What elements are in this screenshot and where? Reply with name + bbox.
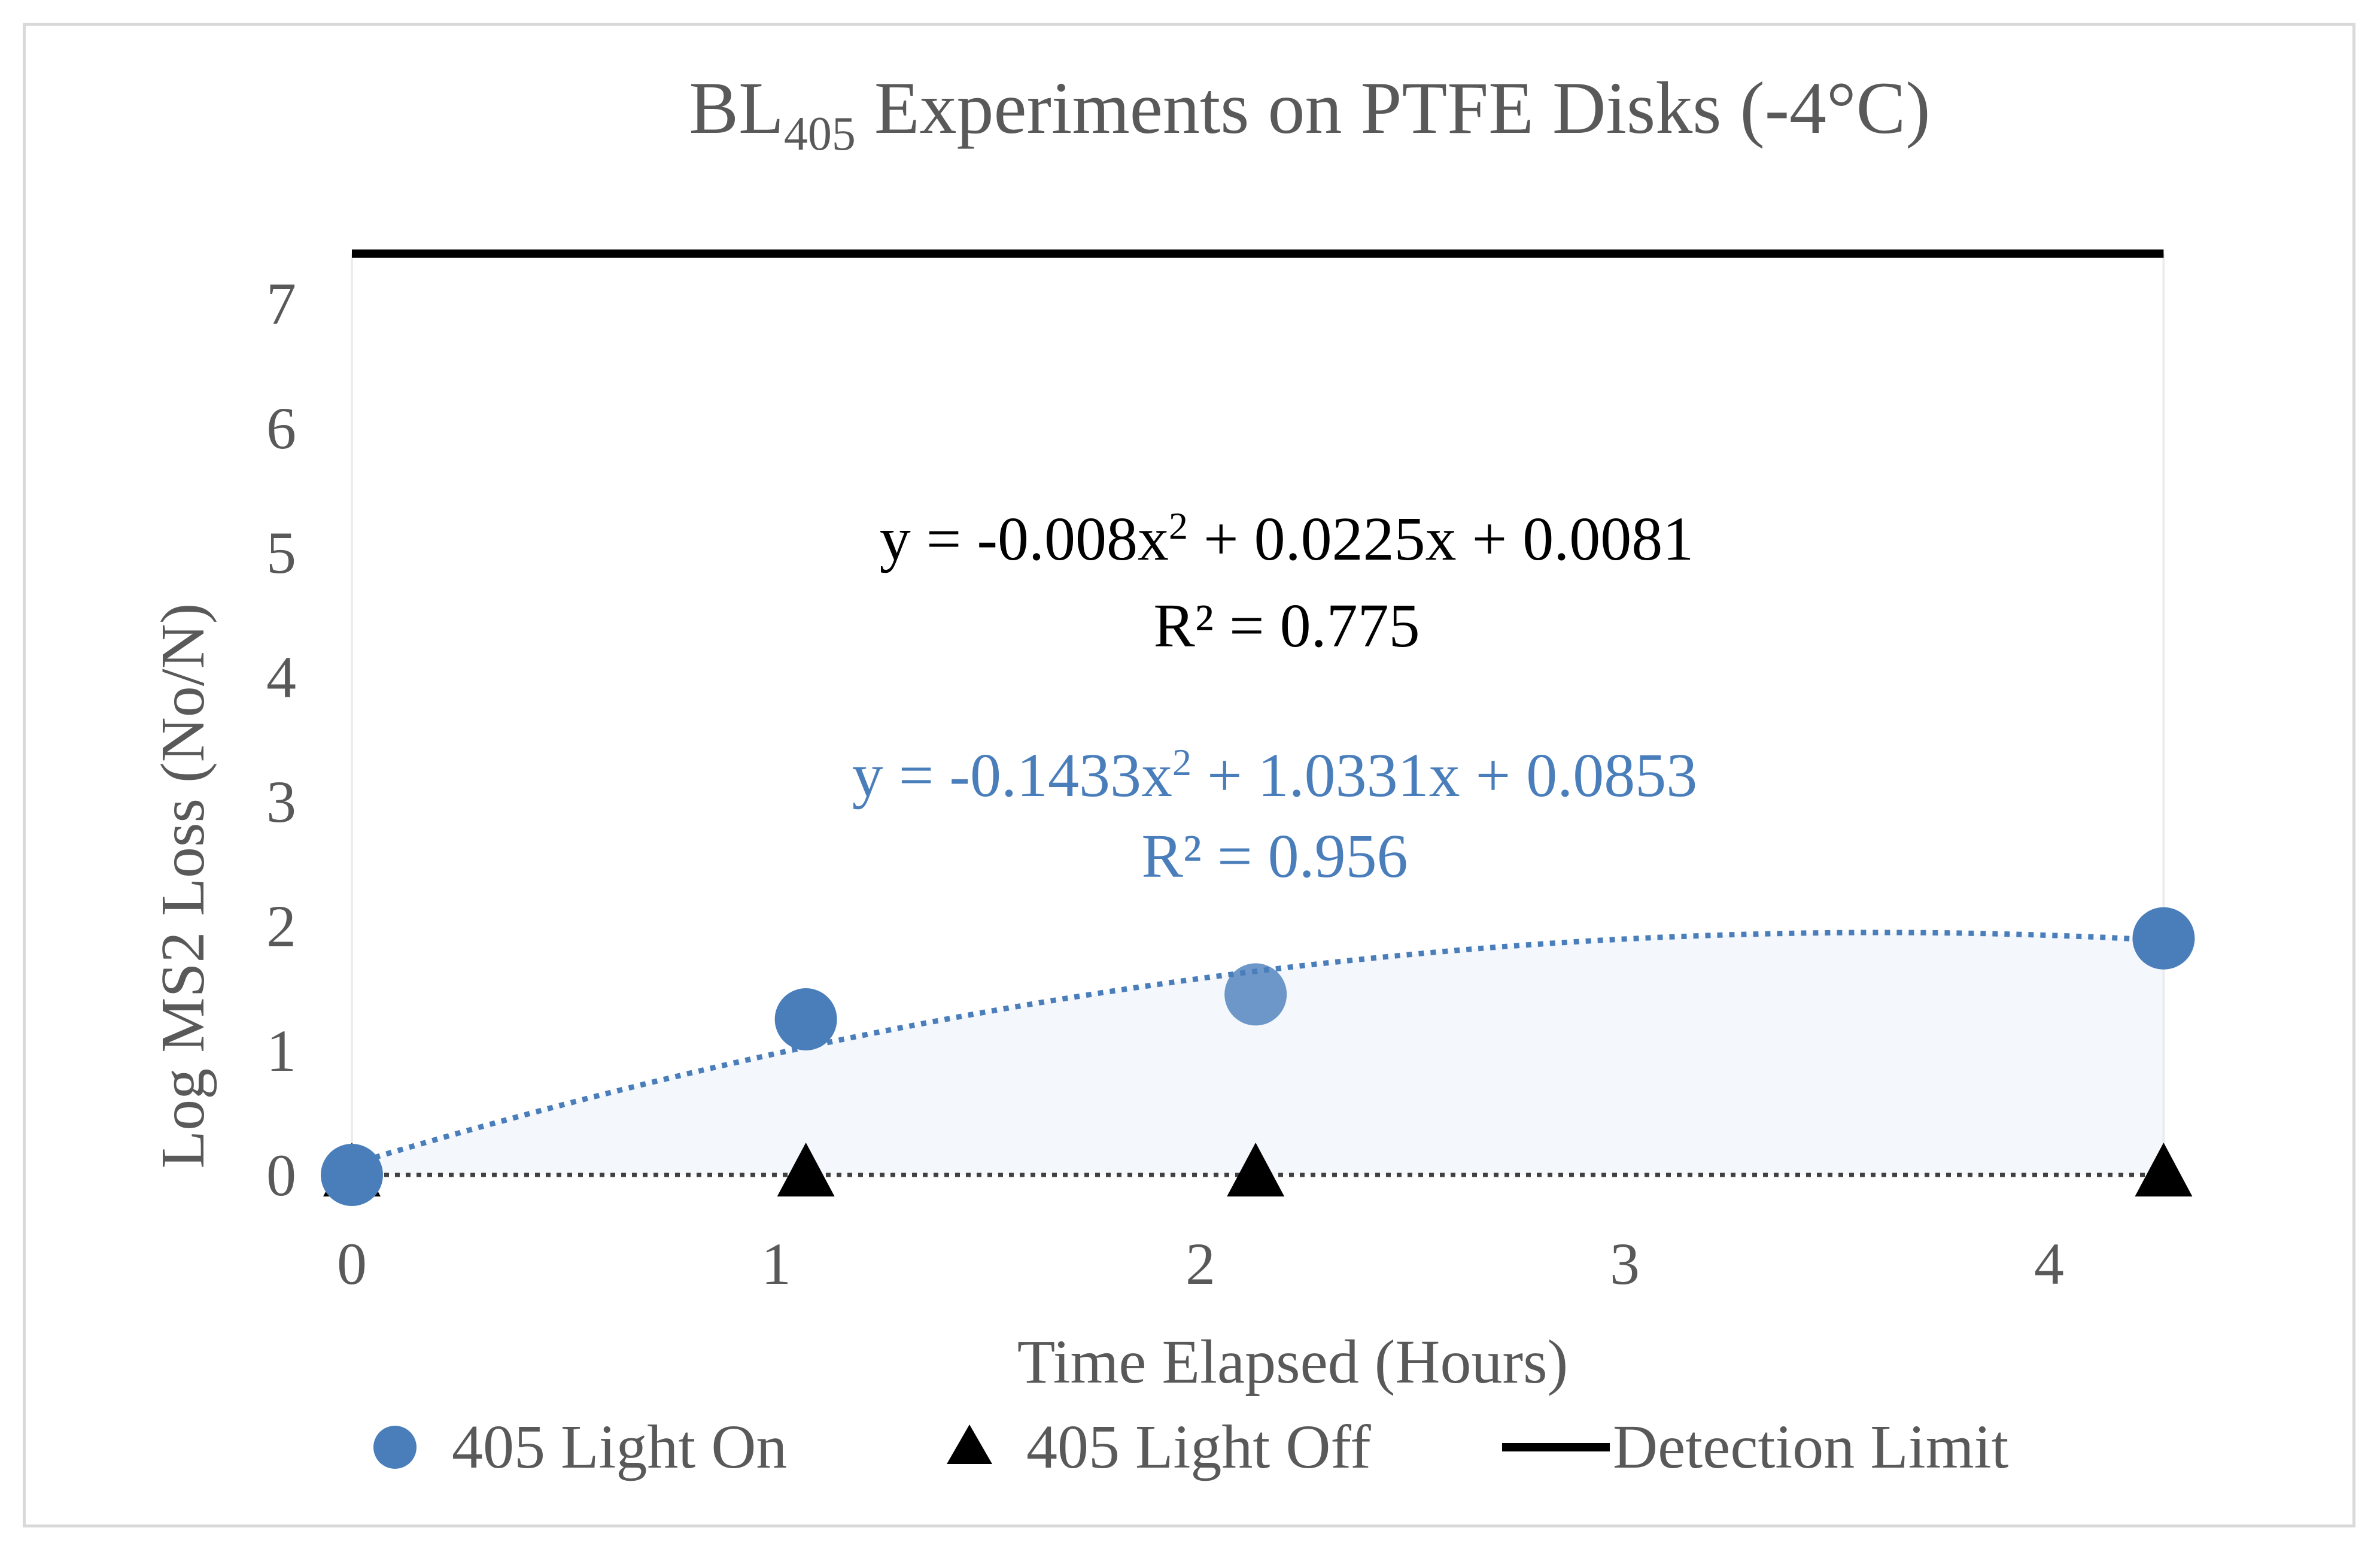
legend-label-light-off: 405 Light Off bbox=[1026, 1413, 1371, 1481]
x-tick-label: 3 bbox=[1610, 1231, 1640, 1297]
y-tick-label: 6 bbox=[266, 395, 296, 461]
legend-marker-light-on bbox=[373, 1426, 417, 1469]
x-tick-label: 2 bbox=[1186, 1231, 1215, 1297]
x-tick-label: 1 bbox=[761, 1231, 791, 1297]
legend-marker-light-off bbox=[947, 1425, 992, 1464]
trend-line-light-on bbox=[351, 930, 2164, 1167]
chart-title: BL405 Experiments on PTFE Disks (-4°C) bbox=[689, 67, 1931, 160]
data-point-light-on bbox=[2132, 907, 2195, 970]
data-point-light-on bbox=[1224, 963, 1287, 1026]
x-tick-label: 0 bbox=[337, 1231, 367, 1297]
x-axis-label: Time Elapsed (Hours) bbox=[1017, 1328, 1569, 1396]
data-point-light-on bbox=[321, 1144, 383, 1206]
y-tick-label: 4 bbox=[266, 644, 296, 710]
y-tick-label: 3 bbox=[266, 769, 296, 835]
data-point-light-off bbox=[1227, 1143, 1285, 1196]
y-tick-label: 5 bbox=[266, 520, 296, 586]
r2-light-off: R² = 0.775 bbox=[1153, 591, 1420, 660]
x-tick-label: 4 bbox=[2034, 1231, 2064, 1297]
equation-light-on: y = -0.1433x2 + 1.0331x + 0.0853 bbox=[852, 741, 1698, 810]
equation-light-off: y = -0.008x2 + 0.0225x + 0.0081 bbox=[880, 505, 1694, 574]
y-tick-label: 2 bbox=[266, 893, 296, 959]
y-tick-label: 7 bbox=[266, 271, 296, 337]
r2-light-on: R² = 0.956 bbox=[1141, 822, 1408, 891]
legend: 405 Light On 405 Light Off Detection Lim… bbox=[373, 1413, 2008, 1481]
data-point-light-off bbox=[2135, 1143, 2193, 1196]
legend-label-detection-limit: Detection Limit bbox=[1613, 1413, 2008, 1481]
data-point-light-on bbox=[774, 988, 837, 1050]
chart-frame bbox=[23, 23, 2355, 1527]
legend-label-light-on: 405 Light On bbox=[452, 1413, 787, 1481]
y-tick-label: 1 bbox=[266, 1018, 296, 1084]
y-axis-label: Log MS2 Loss (No/N) bbox=[148, 603, 217, 1169]
trend-fill-area bbox=[352, 932, 2164, 1175]
data-point-light-off bbox=[777, 1143, 835, 1196]
y-tick-label: 0 bbox=[266, 1142, 296, 1208]
